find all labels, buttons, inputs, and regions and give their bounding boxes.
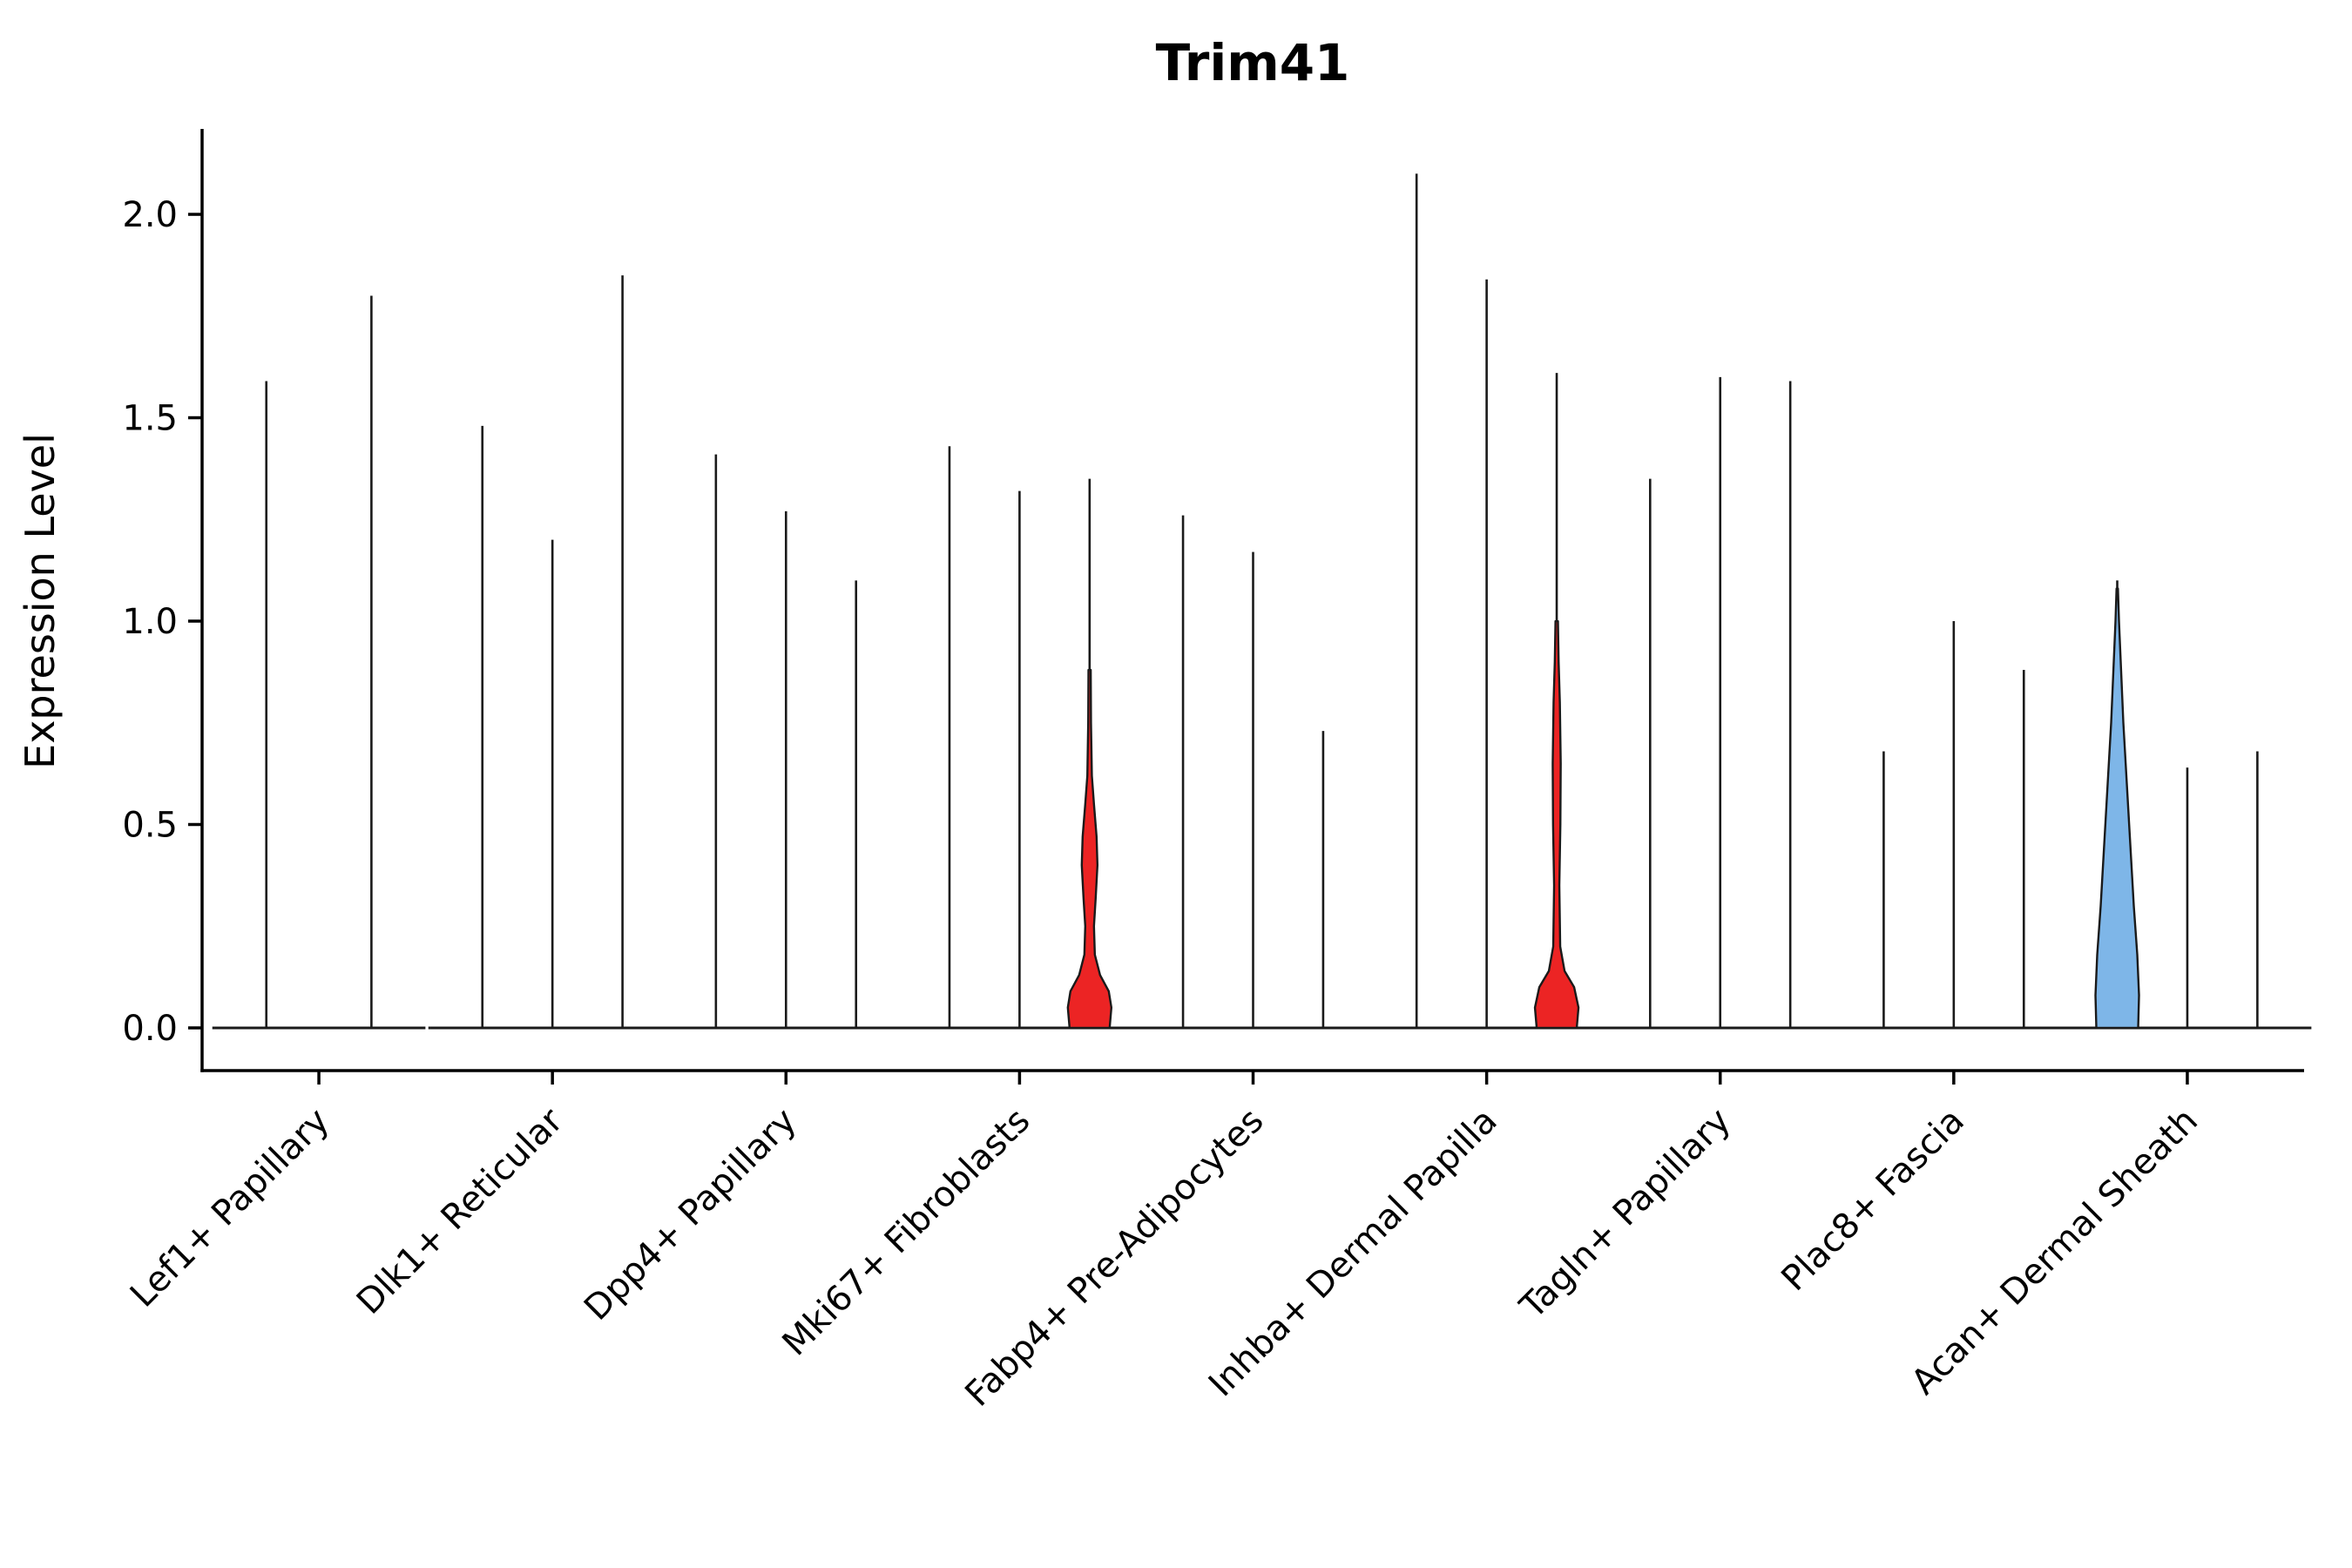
x-tick-label: Plac8+ Fascia [1774,1101,1972,1300]
violin-body [2094,587,2140,1030]
y-tick-label: 2.0 [122,195,178,235]
y-axis-label: Expression Level [17,433,64,769]
violin-layer [212,173,2312,1030]
tick-label-layer: 0.0 0.5 1.0 1.5 2.0 Lef1+ Papillary Dlk1+ Reti… [122,195,2206,1415]
axes-layer [188,129,2304,1085]
violin-body [1533,619,1580,1030]
x-tick-label: Mki67+ Fibroblasts [775,1101,1038,1364]
y-tick-label: 1.5 [122,399,178,439]
x-tick-label: Dlk1+ Reticular [349,1100,571,1322]
x-tick-label: Tagln+ Papillary [1512,1101,1739,1328]
x-tick-label: Lef1+ Papillary [123,1101,337,1315]
x-tick-label: Dpp4+ Papillary [577,1101,804,1328]
y-tick-label: 0.0 [122,1009,178,1049]
y-tick-label: 1.0 [122,602,178,642]
y-tick-label: 0.5 [122,805,178,845]
chart-title: Trim41 [1156,33,1350,92]
violin-body [1066,668,1113,1030]
